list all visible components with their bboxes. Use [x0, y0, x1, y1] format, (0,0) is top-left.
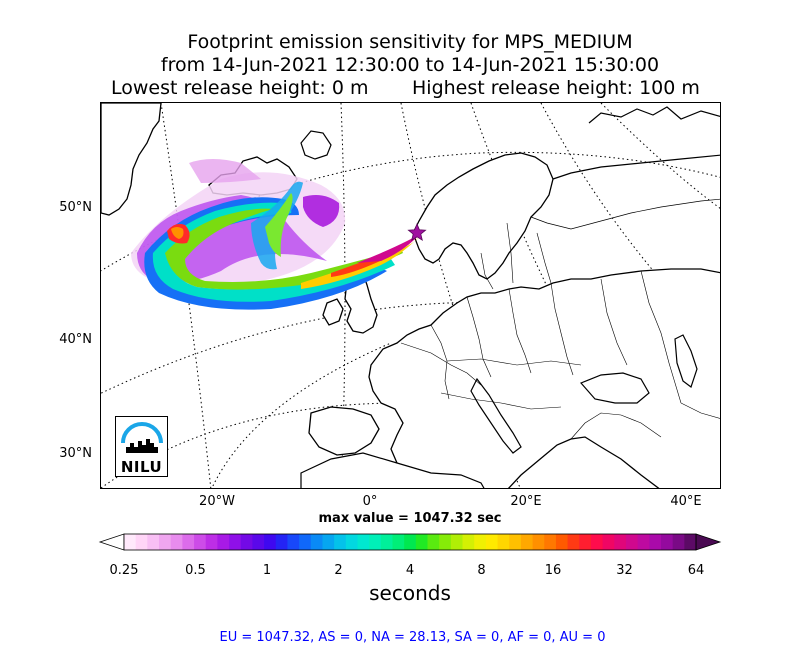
lon-label-40e: 40°E [670, 494, 702, 509]
colorbar-swatch [310, 534, 323, 550]
colorbar-swatch [334, 534, 347, 550]
colorbar-swatch [135, 534, 148, 550]
colorbar-swatch [660, 534, 674, 550]
colorbar-tick-label: 4 [405, 563, 415, 578]
lat-label-40n: 40°N [59, 332, 92, 347]
colorbar-swatch [602, 534, 615, 550]
lowest-release-height: Lowest release height: 0 m [111, 77, 369, 99]
country-borders [400, 222, 720, 440]
colorbar-swatch [345, 534, 358, 550]
colorbar-swatch [509, 534, 522, 550]
colorbar-swatch [474, 534, 487, 550]
colorbar-swatch [439, 534, 452, 550]
colorbar-swatch [485, 534, 498, 550]
colorbar-tick-label: 0.25 [109, 563, 139, 578]
colorbar-swatch [567, 534, 580, 550]
colorbar-swatch [462, 534, 475, 550]
colorbar-swatch [275, 534, 288, 550]
lon-label-20e: 20°E [510, 494, 542, 509]
colorbar-swatch [520, 534, 533, 550]
colorbar-swatch [252, 534, 265, 550]
colorbar-swatch [625, 534, 639, 550]
greenland-coast [101, 103, 162, 216]
lat-label-50n: 50°N [59, 200, 92, 215]
star-icon [407, 222, 427, 241]
colorbar-max-extension [695, 533, 722, 551]
colorbar-tick-label: 32 [616, 563, 633, 578]
colorbar-swatch [357, 534, 370, 550]
colorbar-swatch [579, 534, 592, 550]
colorbar-tick-label: 8 [477, 563, 486, 578]
colorbar-unit: seconds [369, 581, 451, 605]
colorbar-swatch [450, 534, 463, 550]
black-sea [579, 372, 650, 404]
footprint-plume [131, 159, 423, 310]
colorbar-swatch [287, 534, 300, 550]
colorbar-swatch [614, 534, 627, 550]
colorbar-swatch [532, 534, 545, 550]
colorbar-swatch [415, 534, 428, 550]
nilu-logo-graphic [121, 422, 163, 453]
colorbar-swatch [322, 534, 335, 550]
europe-coast [368, 268, 720, 488]
colorbar-swatch [240, 534, 253, 550]
colorbar-swatch [404, 534, 417, 550]
lon-label-20w: 20°W [199, 494, 235, 509]
colorbar-tick-label: 64 [687, 563, 705, 578]
colorbar-swatch [147, 534, 160, 550]
colorbar-swatch [205, 534, 218, 550]
ireland-coast [322, 298, 344, 326]
colorbar-swatch [637, 534, 650, 550]
colorbar-swatch [544, 534, 557, 550]
colorbar-swatch [497, 534, 510, 550]
map-canvas [101, 103, 720, 488]
title-line-1: Footprint emission sensitivity for MPS_M… [187, 31, 633, 53]
colorbar-swatch [555, 534, 568, 550]
footprint-map [100, 102, 721, 489]
colorbar-swatch [194, 534, 207, 550]
max-value-label: max value = 1047.32 sec [318, 511, 502, 526]
highest-release-height: Highest release height: 100 m [412, 77, 700, 99]
colorbar-swatch [182, 534, 195, 550]
colorbar-swatch [684, 534, 697, 550]
colorbar-swatch [380, 534, 393, 550]
lon-label-0: 0° [362, 494, 378, 509]
colorbar [98, 533, 722, 551]
colorbar-swatch [392, 534, 405, 550]
colorbar-tick-label: 0.5 [185, 563, 206, 578]
colorbar-swatch [369, 534, 382, 550]
colorbar-swatch [299, 534, 312, 550]
colorbar-swatch [672, 534, 685, 550]
nilu-logo: NILU [115, 416, 168, 477]
colorbar-swatch [217, 534, 230, 550]
colorbar-swatch [229, 534, 242, 550]
colorbar-swatch [170, 534, 183, 550]
colorbar-swatch [264, 534, 277, 550]
colorbar-swatch [159, 534, 172, 550]
title-line-2: from 14-Jun-2021 12:30:00 to 14-Jun-2021… [160, 54, 660, 76]
colorbar-tick-label: 16 [544, 563, 562, 578]
colorbar-swatch [124, 534, 137, 550]
svalbard-coast [300, 130, 332, 160]
colorbar-border [123, 533, 697, 551]
colorbar-swatch [649, 534, 662, 550]
colorbar-min-extension [98, 533, 125, 551]
colorbar-swatch [590, 534, 604, 550]
colorbar-tick-label: 2 [334, 563, 343, 578]
lat-label-30n: 30°N [59, 446, 92, 461]
scandinavia-coast [412, 152, 554, 280]
colorbar-swatch [427, 534, 440, 550]
nilu-logo-text: NILU [120, 458, 163, 476]
colorbar-tick-label: 1 [262, 563, 272, 578]
region-stats: EU = 1047.32, AS = 0, NA = 28.13, SA = 0… [219, 630, 606, 645]
